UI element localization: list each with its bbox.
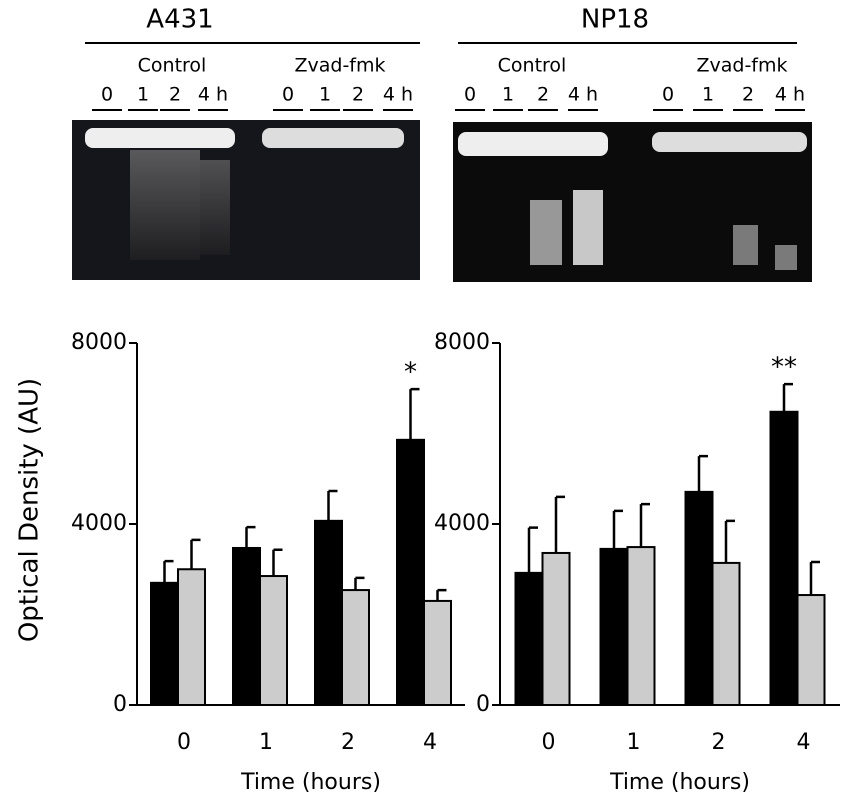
y-tick-label: 4000: [434, 511, 490, 536]
group-label: Control: [498, 55, 567, 77]
annotation: *: [404, 358, 417, 388]
lane-label: 0: [464, 84, 476, 106]
error-bar: [190, 538, 201, 570]
bar: [599, 547, 629, 707]
bar: [796, 594, 826, 706]
y-axis-label: Optical Density (AU): [15, 378, 45, 642]
bar: [314, 519, 343, 707]
x-tick-label: 0: [542, 730, 556, 755]
lane-label: 4 h: [383, 84, 413, 106]
bar: [259, 575, 288, 706]
x-tick-label: 4: [423, 730, 437, 755]
error-bar: [409, 387, 420, 440]
bar: [232, 546, 261, 706]
error-bar: [527, 526, 538, 573]
lane-label: 4 h: [775, 84, 805, 106]
bar: [396, 438, 425, 706]
bar: [423, 599, 452, 706]
lane-label: 2: [537, 84, 549, 106]
lane-label: 1: [702, 84, 714, 106]
group-label: Zvad-fmk: [294, 55, 385, 77]
error-bar: [327, 489, 338, 521]
error-bar: [554, 495, 565, 553]
error-bar: [612, 509, 623, 549]
x-tick-label: 0: [177, 730, 191, 755]
bar: [177, 568, 206, 706]
x-tick-label: 1: [627, 730, 641, 755]
gel-title: A431: [146, 5, 213, 35]
y-tick-label: 8000: [71, 330, 127, 355]
lane-label: 0: [662, 84, 674, 106]
x-tick-label: 1: [259, 730, 273, 755]
lane-label: 1: [319, 84, 331, 106]
y-tick-label: 4000: [71, 511, 127, 536]
bar: [626, 546, 656, 707]
x-tick-label: 2: [341, 730, 355, 755]
bar: [769, 410, 799, 706]
gel-image: [72, 120, 812, 282]
error-bar: [697, 454, 708, 492]
x-tick-label: 4: [797, 730, 811, 755]
bar: [341, 589, 370, 706]
y-tick-label: 8000: [434, 330, 490, 355]
lane-label: 1: [502, 84, 514, 106]
lane-label: 0: [282, 84, 294, 106]
error-bar: [724, 519, 735, 563]
lane-label: 0: [101, 84, 113, 106]
lane-label: 2: [742, 84, 754, 106]
error-bar: [245, 525, 256, 548]
lane-label: 2: [352, 84, 364, 106]
group-label: Zvad-fmk: [696, 55, 787, 77]
lane-label: 4 h: [568, 84, 598, 106]
error-bar: [782, 382, 793, 412]
bar: [711, 561, 741, 706]
bar: [684, 490, 714, 706]
error-bar: [809, 560, 820, 596]
bar: [541, 551, 571, 707]
bar: [514, 571, 544, 706]
lane-label: 2: [169, 84, 181, 106]
lane-label: 4 h: [198, 84, 228, 106]
y-tick-label: 0: [476, 692, 490, 717]
error-bar: [354, 576, 365, 591]
x-tick-label: 2: [712, 730, 726, 755]
annotation: **: [771, 353, 797, 383]
error-bar: [163, 559, 174, 583]
y-tick-label: 0: [113, 692, 127, 717]
bar: [150, 581, 179, 707]
error-bar: [436, 588, 447, 601]
gel-title: NP18: [581, 5, 649, 35]
error-bar: [639, 502, 650, 548]
group-label: Control: [138, 55, 207, 77]
x-axis-label: Time (hours): [609, 770, 750, 795]
lane-label: 1: [137, 84, 149, 106]
x-axis-label: Time (hours): [240, 770, 381, 795]
error-bar: [272, 548, 283, 577]
